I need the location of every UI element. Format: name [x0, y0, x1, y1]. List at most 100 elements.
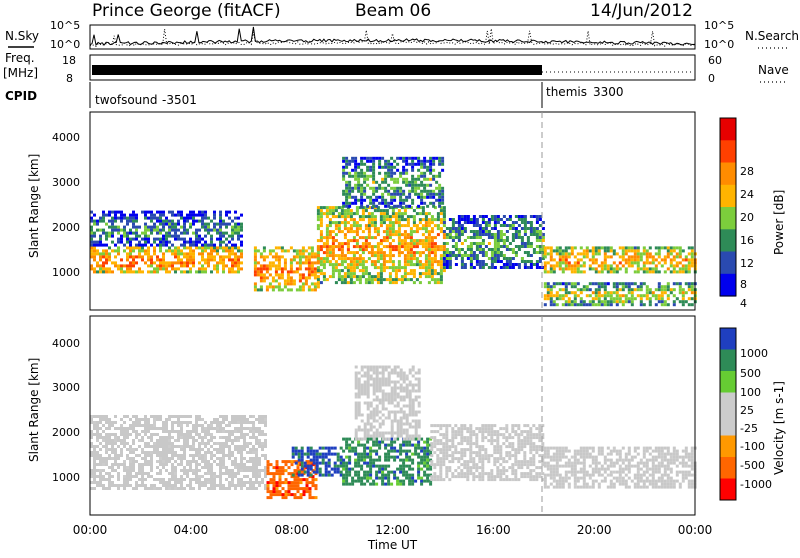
scatter-cell: [291, 493, 294, 496]
scatter-cell: [301, 453, 304, 456]
scatter-cell: [171, 466, 174, 469]
scatter-cell: [165, 267, 168, 270]
scatter-cell: [577, 261, 580, 264]
scatter-cell: [565, 303, 568, 306]
scatter-cell: [345, 196, 348, 199]
scatter-cell: [353, 221, 356, 224]
scatter-cell: [431, 221, 434, 224]
scatter-cell: [388, 384, 391, 387]
scatter-cell: [192, 214, 195, 217]
scatter-cell: [384, 187, 387, 190]
scatter-cell: [150, 433, 153, 436]
scatter-cell: [231, 472, 234, 475]
scatter-cell: [156, 270, 159, 273]
scatter-cell: [132, 451, 135, 454]
scatter-cell: [114, 427, 117, 430]
scatter-cell: [189, 436, 192, 439]
scatter-cell: [204, 445, 207, 448]
scatter-cell: [225, 244, 228, 247]
scatter-cell: [162, 261, 165, 264]
scatter-cell: [334, 462, 337, 465]
scatter-cell: [207, 246, 210, 249]
scatter-cell: [399, 202, 402, 205]
scatter-cell: [530, 233, 533, 236]
scatter-cell: [655, 267, 658, 270]
scatter-cell: [186, 229, 189, 232]
scatter-cell: [389, 215, 392, 218]
scatter-cell: [195, 421, 198, 424]
scatter-cell: [354, 465, 357, 468]
scatter-cell: [553, 285, 556, 288]
scatter-cell: [530, 230, 533, 233]
scatter-cell: [354, 178, 357, 181]
scatter-cell: [329, 254, 332, 257]
scatter-cell: [350, 209, 353, 212]
scatter-cell: [373, 432, 376, 435]
scatter-cell: [559, 294, 562, 297]
scatter-cell: [198, 436, 201, 439]
scatter-cell: [165, 220, 168, 223]
scatter-cell: [313, 471, 316, 474]
scatter-cell: [240, 415, 243, 418]
scatter-cell: [225, 445, 228, 448]
scatter-cell: [589, 264, 592, 267]
scatter-cell: [237, 436, 240, 439]
scatter-cell: [228, 217, 231, 220]
scatter-cell: [275, 273, 278, 276]
scatter-cell: [150, 232, 153, 235]
scatter-cell: [434, 236, 437, 239]
scatter-cell: [610, 291, 613, 294]
scatter-cell: [390, 172, 393, 175]
scatter-cell: [372, 190, 375, 193]
scatter-cell: [299, 264, 302, 267]
scatter-cell: [388, 438, 391, 441]
scatter-cell: [159, 427, 162, 430]
scatter-cell: [150, 211, 153, 214]
scatter-cell: [408, 483, 411, 486]
scatter-cell: [347, 263, 350, 266]
scatter-cell: [354, 175, 357, 178]
scatter-cell: [375, 450, 378, 453]
scatter-cell: [213, 475, 216, 478]
scatter-cell: [174, 214, 177, 217]
scatter-cell: [129, 433, 132, 436]
scatter-cell: [384, 166, 387, 169]
scatter-cell: [342, 160, 345, 163]
scatter-cell: [406, 405, 409, 408]
scatter-cell: [111, 445, 114, 448]
scatter-cell: [434, 272, 437, 275]
scatter-cell: [288, 472, 291, 475]
scatter-cell: [207, 424, 210, 427]
scatter-cell: [439, 442, 442, 445]
scatter-cell: [308, 288, 311, 291]
scatter-cell: [192, 249, 195, 252]
scatter-cell: [366, 441, 369, 444]
scatter-cell: [419, 281, 422, 284]
scatter-cell: [261, 430, 264, 433]
scatter-cell: [544, 294, 547, 297]
scatter-cell: [258, 475, 261, 478]
scatter-cell: [358, 378, 361, 381]
scatter-cell: [512, 266, 515, 269]
scatter-cell: [180, 433, 183, 436]
scatter-cell: [144, 252, 147, 255]
scatter-cell: [488, 218, 491, 221]
scatter-cell: [443, 251, 446, 254]
scatter-cell: [559, 297, 562, 300]
scatter-cell: [622, 264, 625, 267]
scatter-cell: [389, 218, 392, 221]
scatter-cell: [162, 211, 165, 214]
scatter-cell: [254, 285, 257, 288]
scatter-cell: [189, 463, 192, 466]
scatter-cell: [400, 384, 403, 387]
scatter-cell: [240, 252, 243, 255]
scatter-cell: [323, 278, 326, 281]
scatter-cell: [111, 469, 114, 472]
scatter-cell: [231, 415, 234, 418]
scatter-cell: [255, 454, 258, 457]
scatter-cell: [494, 224, 497, 227]
scatter-cell: [93, 472, 96, 475]
scatter-cell: [390, 166, 393, 169]
scatter-cell: [171, 211, 174, 214]
scatter-cell: [275, 246, 278, 249]
